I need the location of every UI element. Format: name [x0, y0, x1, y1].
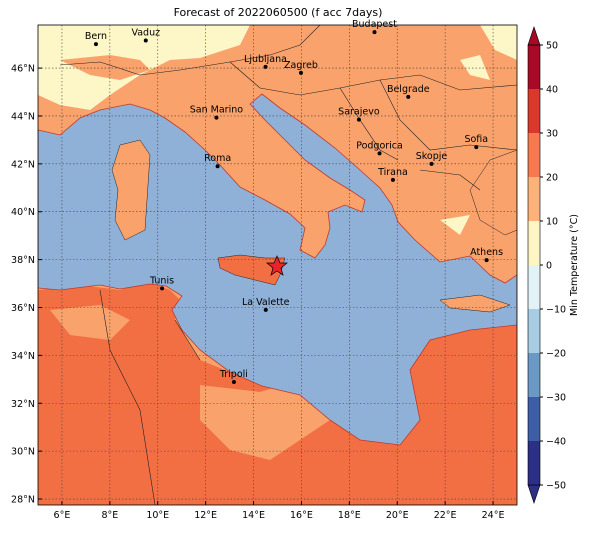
city-label: Skopje [416, 151, 448, 162]
colorbar-tick-label: −10 [546, 305, 566, 316]
x-tick-label: 10°E [146, 510, 169, 521]
colorbar-tick-label: −50 [546, 481, 566, 492]
y-tick-label: 46°N [11, 64, 35, 75]
city-label: Tunis [149, 275, 174, 286]
island [111, 139, 151, 241]
colorbar-segment [528, 309, 540, 353]
city-dot [474, 145, 479, 150]
city-dot [298, 70, 303, 75]
colorbar-segment [528, 133, 540, 177]
grid: 6°E 8°E 10°E 12°E 14°E 16°E 18°E 20°E 22°E 24°E 28… [11, 25, 517, 521]
colorbar-extend [527, 26, 541, 46]
x-tick-label: 8°E [101, 510, 118, 521]
colorbar-tick-label: −20 [546, 349, 566, 360]
x-tick-label: 16°E [290, 510, 313, 521]
colorbar-segment [528, 177, 540, 221]
city-label: Podgorica [356, 140, 403, 151]
x-tick-label: 12°E [194, 510, 217, 521]
city-dot [377, 151, 382, 156]
land [439, 149, 517, 313]
chart-title: Forecast of 2022060500 (f acc 7days) [174, 6, 383, 19]
colorbar-label: Min Temperature (°C) [569, 214, 580, 316]
city-dot [263, 64, 268, 69]
colorbar-extend [527, 484, 541, 504]
city-dot [160, 286, 165, 291]
city-dot [143, 38, 148, 43]
land [60, 55, 150, 80]
city-dot [93, 42, 98, 47]
city-label: Tripoli [219, 369, 248, 380]
colorbar-tick-label: 30 [546, 129, 558, 140]
colorbar-segment [528, 353, 540, 397]
city-dot [215, 164, 220, 169]
frame [37, 24, 518, 506]
city-label: Ljubljana [244, 54, 287, 65]
y-tick-label: 28°N [11, 495, 35, 506]
y-tick-label: 36°N [11, 303, 35, 314]
x-tick-label: 22°E [434, 510, 457, 521]
y-tick-label: 32°N [11, 399, 35, 410]
map [38, 25, 517, 505]
city-dot [390, 177, 395, 182]
city-label: Athens [470, 247, 503, 258]
y-tick-label: 40°N [11, 207, 35, 218]
city-dot [214, 115, 219, 120]
island [217, 254, 286, 286]
city-label: Tirana [377, 167, 408, 178]
colorbar-tick-label: −40 [546, 437, 566, 448]
colorbar-segment [528, 221, 540, 265]
y-tick-label: 34°N [11, 351, 35, 362]
city-label: Belgrade [387, 84, 430, 95]
city-label: San Marino [190, 105, 243, 116]
colorbar-segment [528, 265, 540, 309]
colorbar-segment [528, 45, 540, 89]
star-marker [266, 255, 288, 276]
city-dot [231, 379, 236, 384]
y-tick-label: 44°N [11, 111, 35, 122]
city-label: La Valette [242, 297, 290, 308]
colorbar-tick-label: 40 [546, 85, 558, 96]
y-tick-label: 30°N [11, 447, 35, 458]
city-label: Zagreb [284, 60, 318, 71]
city-dot [406, 94, 411, 99]
land [50, 305, 420, 460]
colorbar: −50 −40 −30 −20 −10 0 10 20 30 40 50 Min Temperatur… [527, 26, 580, 504]
cold-region [440, 25, 517, 235]
colorbar-tick-label: 20 [546, 173, 558, 184]
x-tick-label: 6°E [54, 510, 71, 521]
colorbar-tick-label: 50 [546, 41, 558, 52]
colorbar-segment [528, 89, 540, 133]
city-label: Sarajevo [338, 107, 380, 118]
colorbar-tick-label: 0 [546, 261, 552, 272]
city-dot [484, 258, 489, 263]
colorbar-segment [528, 441, 540, 485]
city-dot [429, 161, 434, 166]
y-tick-label: 42°N [11, 159, 35, 170]
colorbar-tick-label: −30 [546, 393, 566, 404]
y-tick-label: 38°N [11, 255, 35, 266]
x-tick-label: 14°E [242, 510, 265, 521]
city-dot [356, 117, 361, 122]
city-label: Bern [85, 31, 107, 42]
city-label: Roma [204, 153, 231, 164]
city-label: Vaduz [131, 28, 160, 39]
colorbar-tick-label: 10 [546, 217, 558, 228]
city-label: Sofia [464, 134, 488, 145]
border [59, 25, 517, 505]
x-tick-label: 20°E [386, 510, 409, 521]
x-tick-label: 18°E [338, 510, 361, 521]
city-dot [372, 30, 377, 35]
x-tick-label: 24°E [482, 510, 505, 521]
colorbar-segment [528, 397, 540, 441]
city-dot [263, 307, 268, 312]
